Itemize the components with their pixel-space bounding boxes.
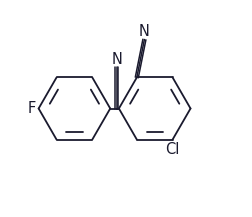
Text: N: N [111, 51, 122, 67]
Text: F: F [28, 101, 36, 116]
Text: Cl: Cl [165, 142, 179, 157]
Text: N: N [138, 24, 149, 39]
